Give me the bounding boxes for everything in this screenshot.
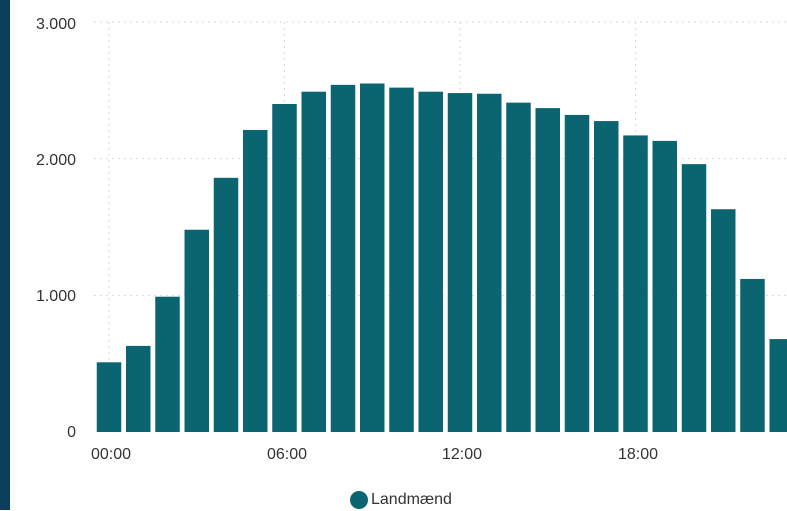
bar[interactable] xyxy=(360,84,385,433)
legend[interactable]: Landmænd xyxy=(350,489,452,511)
bar[interactable] xyxy=(770,339,787,432)
bar[interactable] xyxy=(419,92,444,432)
bar[interactable] xyxy=(711,209,736,432)
x-tick-label: 12:00 xyxy=(442,446,482,463)
legend-label: Landmænd xyxy=(371,491,452,509)
y-tick-label: 2.000 xyxy=(36,152,76,169)
bar[interactable] xyxy=(272,104,297,432)
bar[interactable] xyxy=(536,108,561,432)
bar[interactable] xyxy=(389,88,414,432)
bar[interactable] xyxy=(243,130,268,432)
y-tick-label: 1.000 xyxy=(36,288,76,305)
x-tick-label: 18:00 xyxy=(618,446,658,463)
bar[interactable] xyxy=(185,230,210,432)
bar[interactable] xyxy=(448,93,473,432)
legend-marker-icon xyxy=(350,491,368,509)
bars xyxy=(97,84,787,433)
x-tick-label: 00:00 xyxy=(91,446,131,463)
bar[interactable] xyxy=(594,121,619,432)
bar[interactable] xyxy=(682,164,707,432)
x-tick-label: 06:00 xyxy=(267,446,307,463)
bar[interactable] xyxy=(331,85,356,432)
bar[interactable] xyxy=(97,362,122,432)
bar[interactable] xyxy=(653,141,678,432)
bar[interactable] xyxy=(623,135,648,432)
y-tick-label: 0 xyxy=(67,424,76,441)
bar[interactable] xyxy=(155,297,180,432)
bar[interactable] xyxy=(477,94,502,432)
bar[interactable] xyxy=(214,178,239,432)
bar[interactable] xyxy=(506,103,531,432)
bar[interactable] xyxy=(740,279,765,432)
y-tick-label: 3.000 xyxy=(36,16,76,33)
bar[interactable] xyxy=(126,346,151,432)
bar[interactable] xyxy=(565,115,590,432)
bar[interactable] xyxy=(302,92,327,432)
